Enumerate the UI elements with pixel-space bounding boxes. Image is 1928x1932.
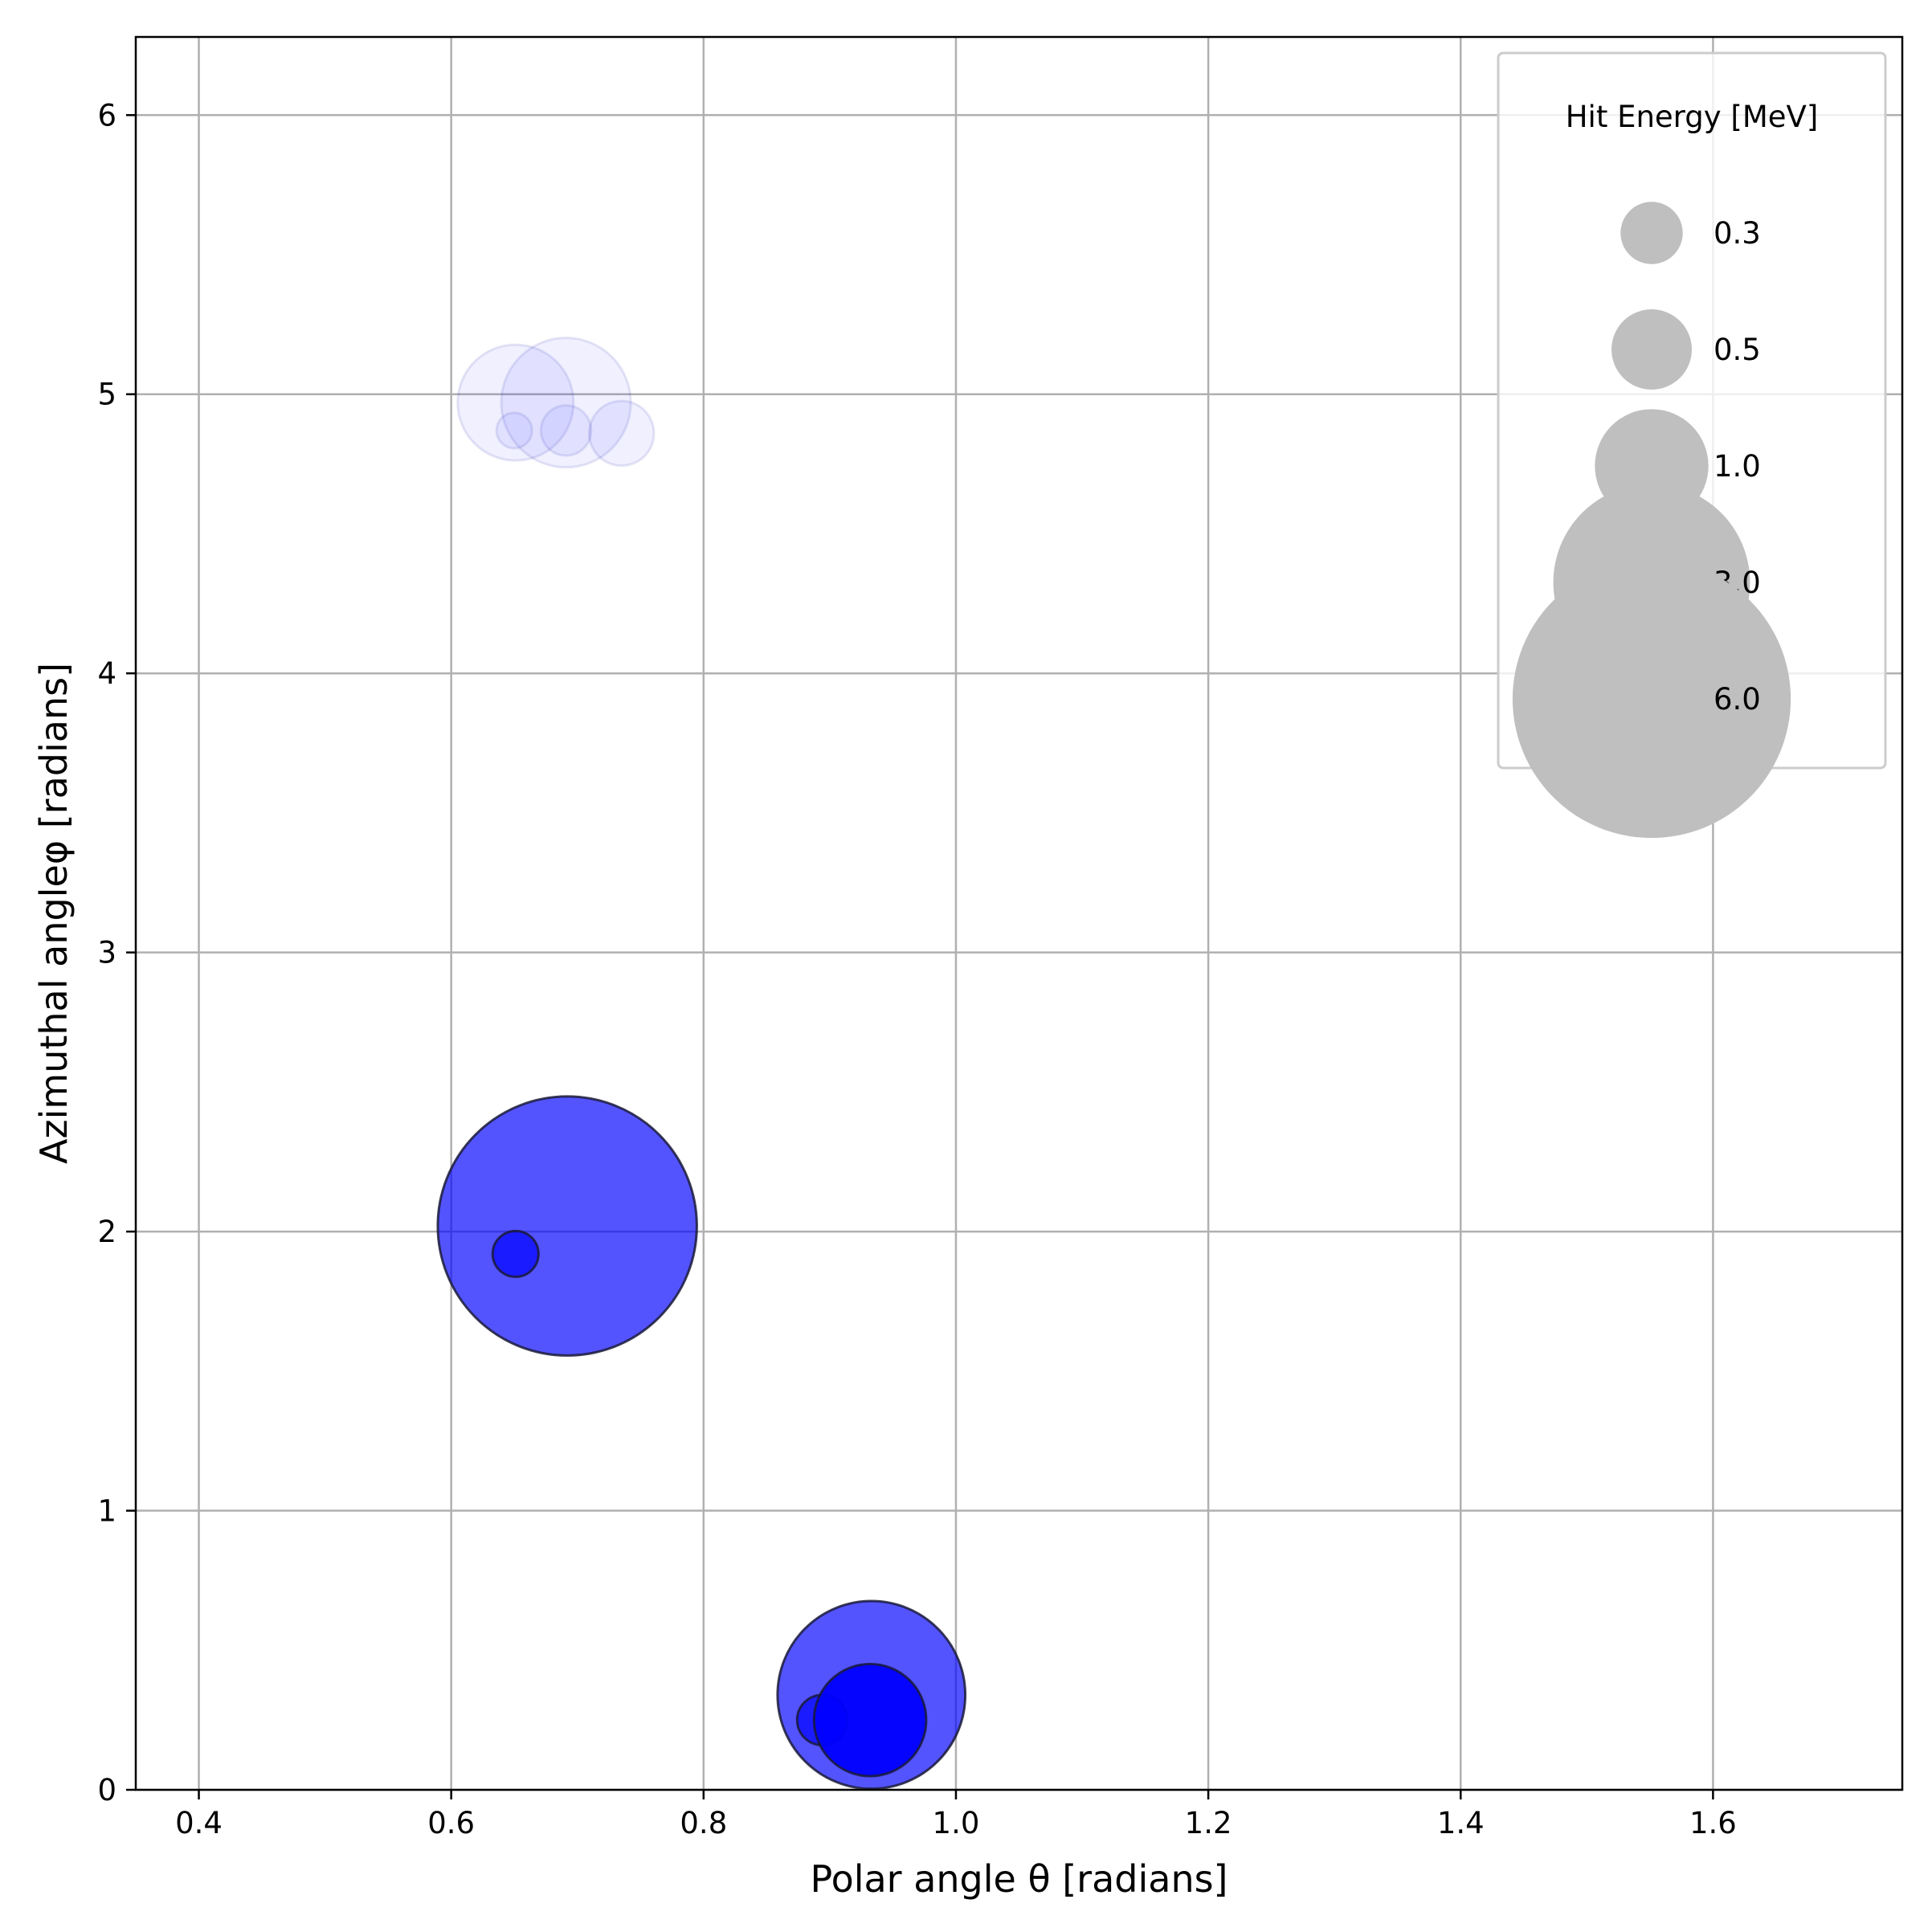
legend-marker [1512, 559, 1791, 839]
legend-label: 0.5 [1714, 333, 1761, 367]
legend-label: 0.3 [1714, 216, 1761, 251]
data-point [812, 1662, 928, 1778]
x-tick-label: 1.4 [1437, 1806, 1485, 1840]
data-point [587, 399, 656, 468]
x-tick-label: 0.8 [680, 1806, 727, 1840]
x-tick-label: 1.6 [1689, 1806, 1737, 1840]
data-point [495, 411, 533, 450]
y-axis-label: Azimuthal angleφ [radians] [32, 663, 76, 1164]
legend-title: Hit Energy [MeV] [1566, 100, 1819, 134]
legend-marker [1620, 202, 1683, 264]
data-points [436, 337, 967, 1791]
x-tick-label: 1.0 [933, 1806, 980, 1840]
legend-label: 1.0 [1714, 449, 1761, 484]
y-tick-label: 3 [97, 936, 116, 970]
x-tick-label: 0.6 [427, 1806, 475, 1840]
y-tick-label: 4 [97, 656, 116, 691]
x-tick-label: 0.4 [175, 1806, 223, 1840]
x-axis-label: Polar angle θ [radians] [810, 1857, 1227, 1901]
x-tick-label: 1.2 [1185, 1806, 1232, 1840]
data-point [456, 343, 575, 462]
plot-frame [134, 35, 1904, 1791]
legend-label: 6.0 [1714, 682, 1761, 717]
y-tick-label: 0 [97, 1773, 116, 1807]
data-point [539, 404, 593, 457]
legend: Hit Energy [MeV] 0.30.51.03.06.0 [1497, 51, 1887, 839]
y-tick-label: 1 [97, 1494, 116, 1529]
y-tick-label: 2 [97, 1215, 116, 1249]
y-tick-label: 5 [97, 378, 116, 412]
axis-ticks: 0.4 0.6 0.8 1.0 1.2 1.4 1.6 0 1 2 3 4 5 6 [97, 98, 1736, 1840]
data-point [500, 337, 632, 469]
legend-entries: 0.30.51.03.06.0 [1512, 202, 1791, 839]
y-tick-label: 6 [97, 98, 116, 133]
data-point [436, 1095, 698, 1357]
legend-marker [1611, 309, 1692, 390]
data-point [491, 1229, 540, 1278]
